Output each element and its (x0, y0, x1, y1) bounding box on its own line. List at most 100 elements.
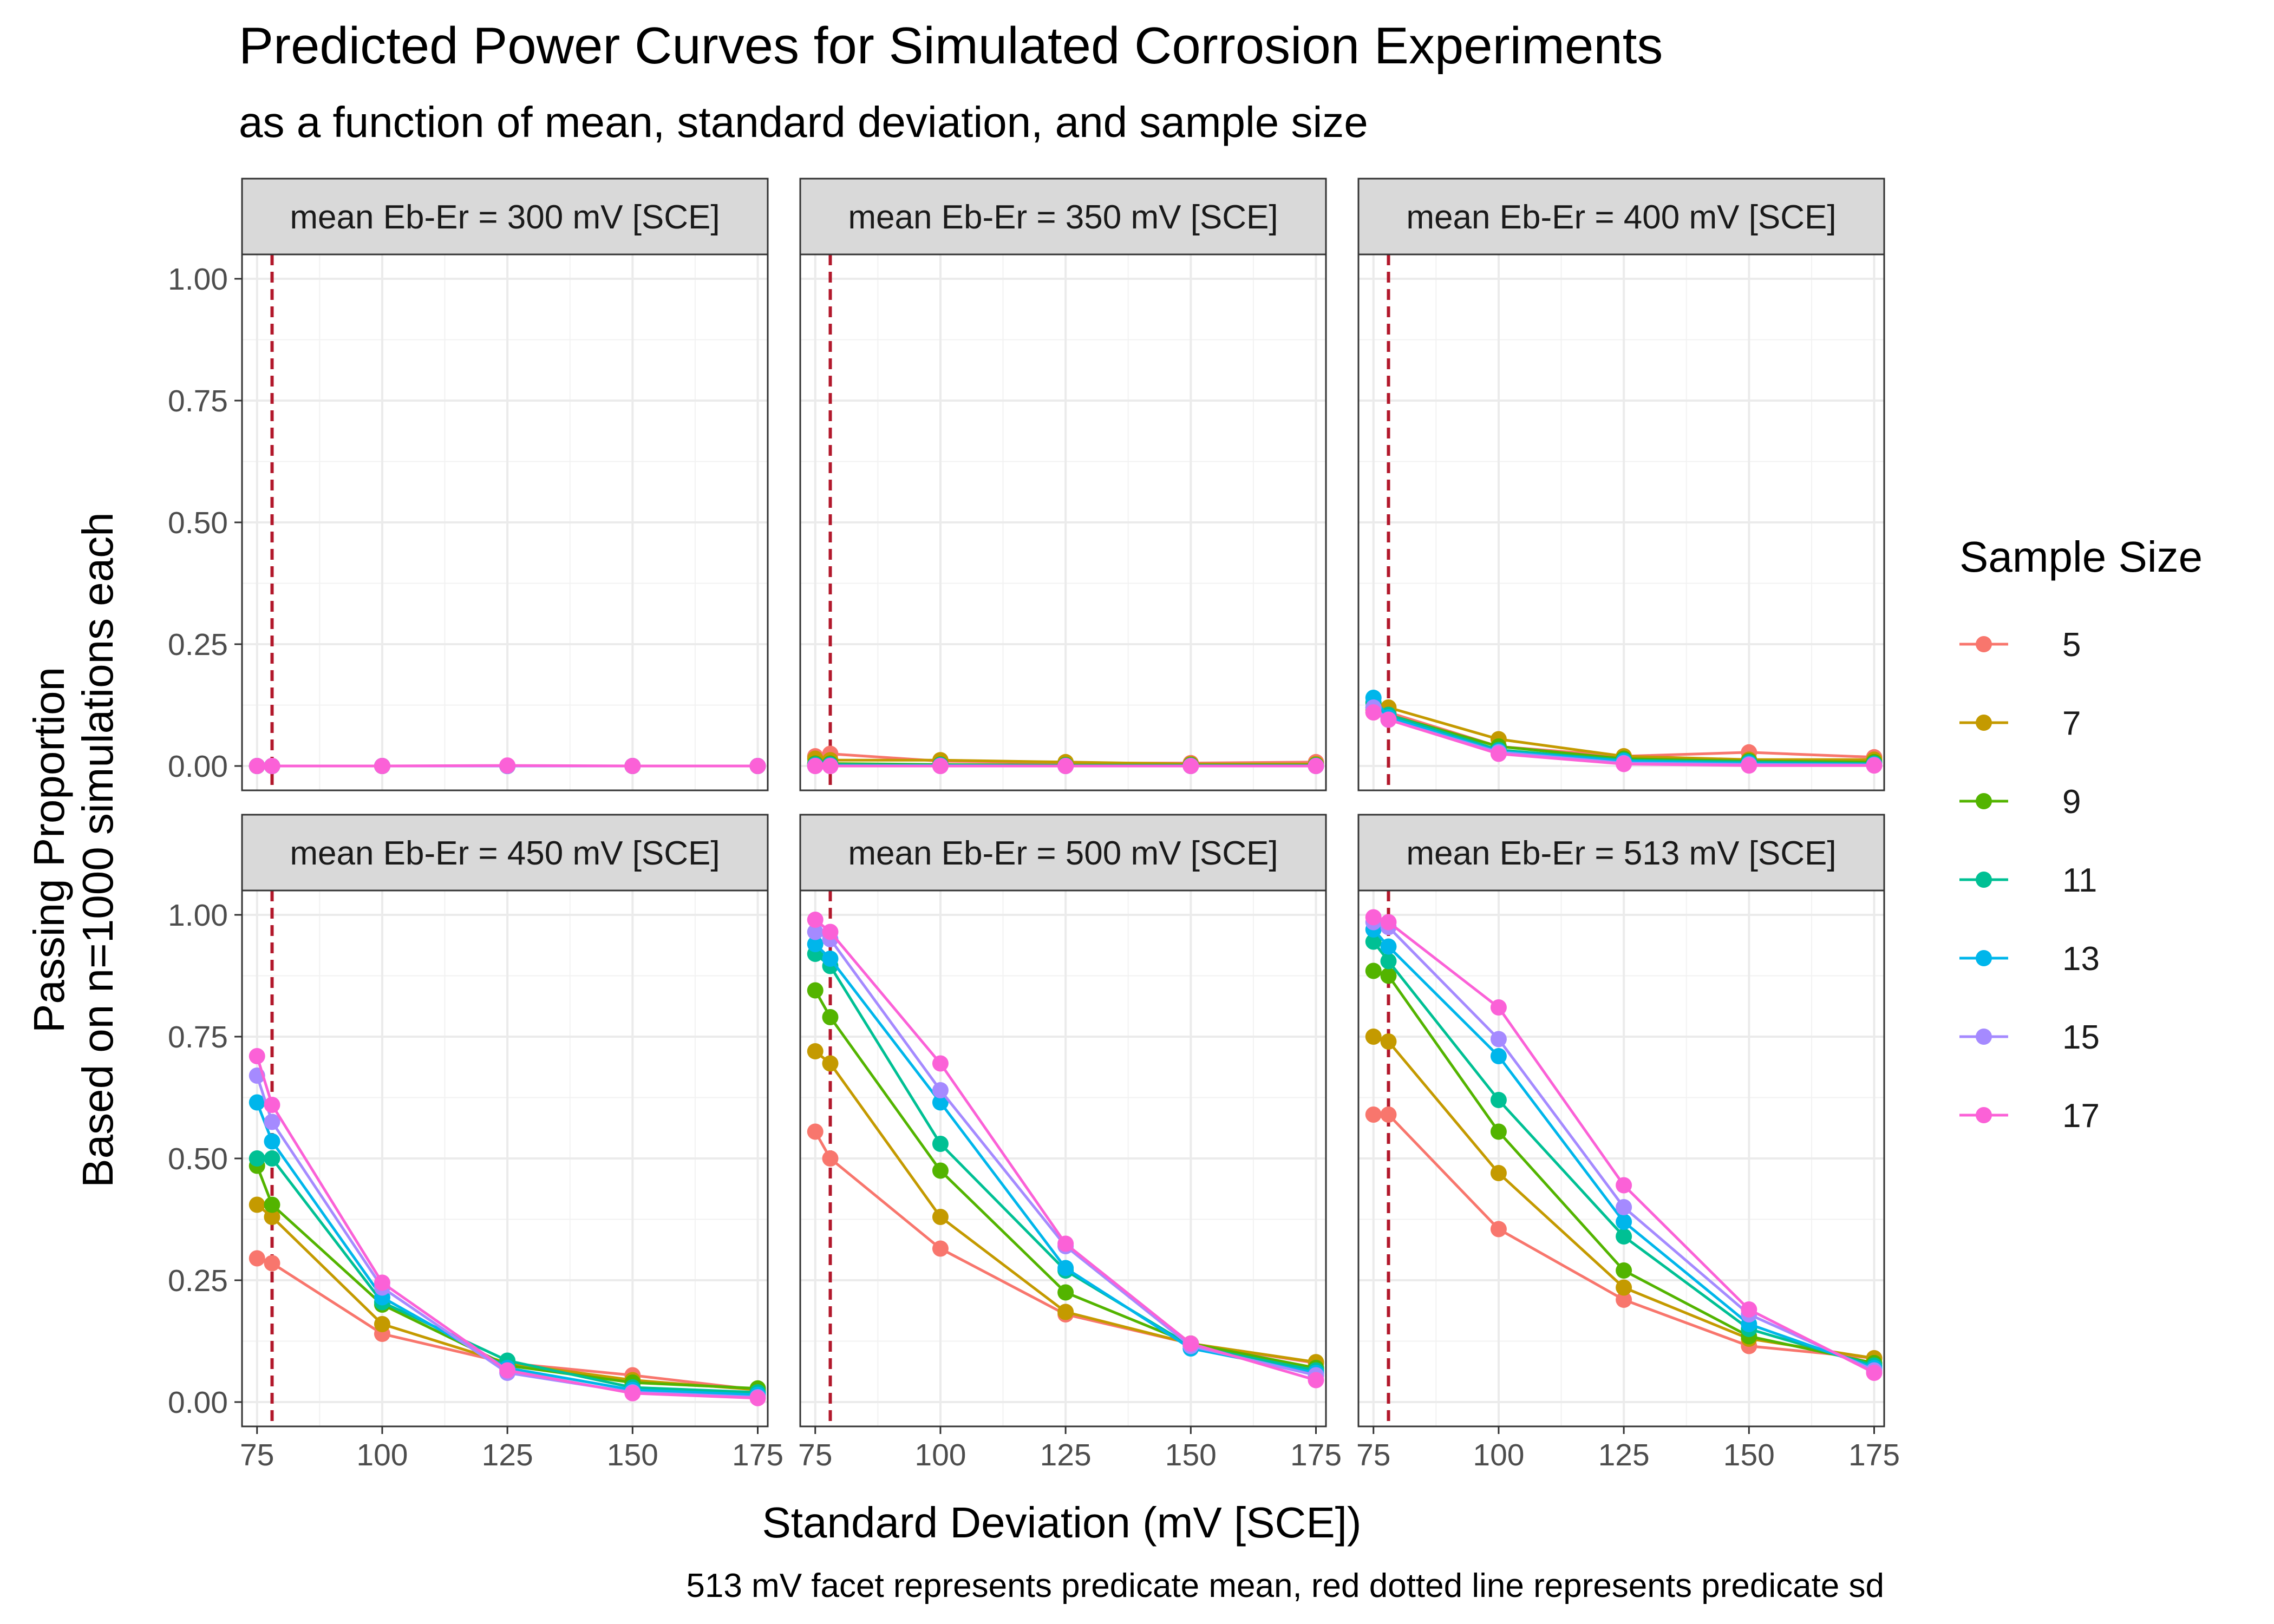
panel-border (1357, 253, 1885, 791)
data-point (932, 1094, 949, 1111)
data-point (1616, 1177, 1632, 1194)
data-point (1490, 1031, 1507, 1047)
facet-strip (799, 178, 1327, 256)
y-tick-label: 0.00 (168, 1385, 228, 1420)
y-tick-label: 0.25 (168, 627, 228, 662)
facet-strip-label: mean Eb-Er = 350 mV [SCE] (848, 199, 1278, 236)
x-tick-label: 100 (914, 1438, 966, 1472)
x-tick-label: 125 (1040, 1438, 1092, 1472)
data-point (1490, 1165, 1507, 1181)
data-point (1365, 704, 1382, 721)
y-tick-label: 1.00 (168, 898, 228, 933)
data-point (1866, 1365, 1883, 1381)
data-point (1057, 1284, 1074, 1301)
chart-caption: 513 mV facet represents predicate mean, … (686, 1567, 1884, 1605)
legend-key-point (1976, 950, 1992, 966)
data-point (1616, 756, 1632, 772)
data-point (1365, 962, 1382, 979)
data-point (822, 1150, 839, 1167)
data-point (374, 758, 390, 774)
x-tick-label: 150 (1165, 1438, 1217, 1472)
data-point (264, 1209, 280, 1225)
data-point (932, 1082, 949, 1098)
data-point (932, 1055, 949, 1072)
data-point (1490, 745, 1507, 762)
legend-key-point (1976, 793, 1992, 809)
series-17 (249, 757, 766, 774)
series-17 (1365, 704, 1883, 774)
facet-strip (1357, 814, 1885, 892)
data-point (1380, 967, 1397, 984)
data-point (1057, 1260, 1074, 1276)
data-point (249, 758, 265, 774)
data-point (1365, 1029, 1382, 1045)
data-point (1616, 1279, 1632, 1296)
data-point (499, 1362, 516, 1379)
data-point (807, 758, 824, 774)
facet-strip (241, 178, 769, 256)
data-point (749, 1390, 766, 1406)
data-point (249, 1196, 265, 1213)
legend-item: 7 (1959, 705, 2081, 742)
x-axis-ticks: 75 100 125 150 175 75 100 125 150 175 75 100 125 150 1… (240, 1426, 1900, 1472)
facet-panel: mean Eb-Er = 400 mV [SCE] (1357, 178, 1885, 791)
facet-strip-label: mean Eb-Er = 400 mV [SCE] (1406, 199, 1836, 236)
x-tick-label: 175 (1848, 1438, 1900, 1472)
data-point (1616, 1228, 1632, 1245)
series-17 (807, 912, 1324, 1389)
data-point (1741, 1301, 1757, 1318)
y-axis-ticks: 0.00 0.25 0.50 0.75 1.00 0.00 0.25 0.50 0.75 1.00 (168, 262, 242, 1420)
series-line (256, 1056, 758, 1400)
y-tick-label: 0.00 (168, 749, 228, 784)
data-point (932, 1240, 949, 1257)
data-point (1866, 757, 1883, 774)
x-tick-label: 75 (798, 1438, 832, 1472)
data-point (264, 758, 280, 774)
x-tick-label: 175 (1290, 1438, 1342, 1472)
data-point (264, 1133, 280, 1150)
data-point (822, 758, 839, 774)
facet-panel: mean Eb-Er = 300 mV [SCE] (241, 178, 769, 791)
legend-item: 15 (1959, 1019, 2100, 1056)
panel-border (1357, 889, 1885, 1427)
facet-panel: mean Eb-Er = 350 mV [SCE] (799, 178, 1327, 791)
data-point (264, 1114, 280, 1130)
data-point (264, 1255, 280, 1272)
legend: Sample Size 5 7 9 11 13 15 17 (1959, 533, 2203, 1135)
legend-item: 5 (1959, 626, 2081, 664)
data-point (932, 758, 949, 774)
facet-strip (241, 814, 769, 892)
x-tick-label: 100 (356, 1438, 408, 1472)
facet-panel: mean Eb-Er = 450 mV [SCE] (241, 814, 769, 1427)
series-17 (1365, 909, 1883, 1381)
data-point (1380, 1033, 1397, 1050)
series-5 (1365, 1106, 1883, 1366)
data-point (807, 1043, 824, 1059)
y-axis-label: Passing Proportion Based on n=1000 simul… (25, 512, 122, 1188)
panel-border (799, 253, 1327, 791)
data-point (1616, 1199, 1632, 1215)
x-tick-label: 125 (1598, 1438, 1650, 1472)
data-point (807, 936, 824, 952)
facet-panels: mean Eb-Er = 300 mV [SCE] mean Eb-Er = 35… (241, 178, 1885, 1427)
legend-label: 7 (2062, 705, 2081, 742)
legend-label: 9 (2062, 783, 2081, 821)
legend-item: 13 (1959, 940, 2100, 978)
data-point (822, 1055, 839, 1072)
data-point (1057, 1235, 1074, 1252)
data-point (249, 1048, 265, 1064)
series-17 (249, 1048, 766, 1406)
data-point (1365, 909, 1382, 926)
series-17 (807, 758, 1324, 774)
x-tick-label: 150 (607, 1438, 658, 1472)
data-point (1616, 1292, 1632, 1308)
x-tick-label: 150 (1723, 1438, 1775, 1472)
data-point (1490, 1048, 1507, 1064)
data-point (624, 1385, 641, 1402)
facet-strip (799, 814, 1327, 892)
data-point (822, 1009, 839, 1025)
data-point (1490, 1123, 1507, 1140)
legend-key-point (1976, 636, 1992, 652)
data-point (499, 757, 516, 774)
